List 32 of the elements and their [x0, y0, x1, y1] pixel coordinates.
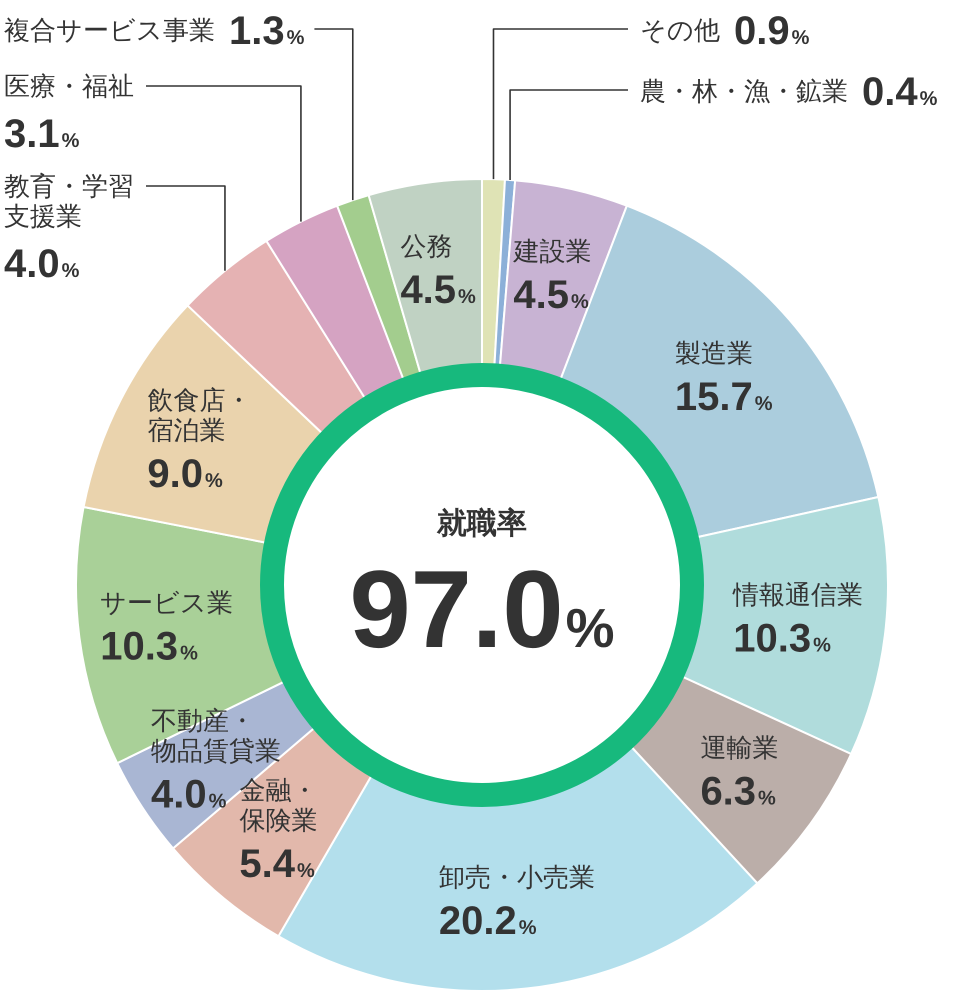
slice-label: 不動産・物品賃貸業	[151, 705, 282, 766]
data-label: 10.3%	[733, 616, 832, 660]
data-label: 15.7%	[674, 375, 773, 420]
slice-label: 飲食店・宿泊業	[147, 385, 252, 446]
slice-label: 農・林・漁・鉱業	[640, 76, 848, 106]
data-label: 4.5%	[513, 272, 590, 317]
slice-label: 教育・学習支援業	[4, 171, 134, 231]
data-label: 20.2%	[438, 899, 537, 944]
data-label: 5.4%	[239, 842, 315, 886]
data-label: 9.0%	[147, 452, 224, 496]
slice-label: 運輸業	[700, 732, 778, 763]
slice-label: 複合サービス事業	[4, 15, 215, 45]
data-label: 1.3%	[229, 9, 305, 53]
data-label: 6.3%	[700, 770, 776, 814]
slice-label: 公務	[400, 231, 452, 262]
slice-label: 情報通信業	[732, 579, 864, 610]
slice-label: 卸売・小売業	[438, 862, 595, 892]
data-label: 10.3%	[100, 624, 198, 668]
data-label: 0.4%	[862, 70, 938, 114]
text: 就職率	[436, 506, 527, 540]
data-label: 3.1%	[4, 112, 80, 156]
slice-label: 金融・保険業	[239, 775, 318, 836]
data-label: 0.9%	[734, 9, 810, 53]
data-label: 4.0%	[151, 772, 227, 816]
slice-label: 製造業	[674, 338, 753, 368]
text: 97.0%	[350, 548, 614, 671]
slice-label: サービス業	[100, 587, 234, 618]
data-label: 4.5%	[400, 268, 476, 312]
slice-label: その他	[640, 15, 720, 45]
slice-label: 医療・福祉	[4, 71, 134, 101]
data-label: 4.0%	[4, 242, 80, 286]
slice-label: 建設業	[512, 236, 592, 266]
